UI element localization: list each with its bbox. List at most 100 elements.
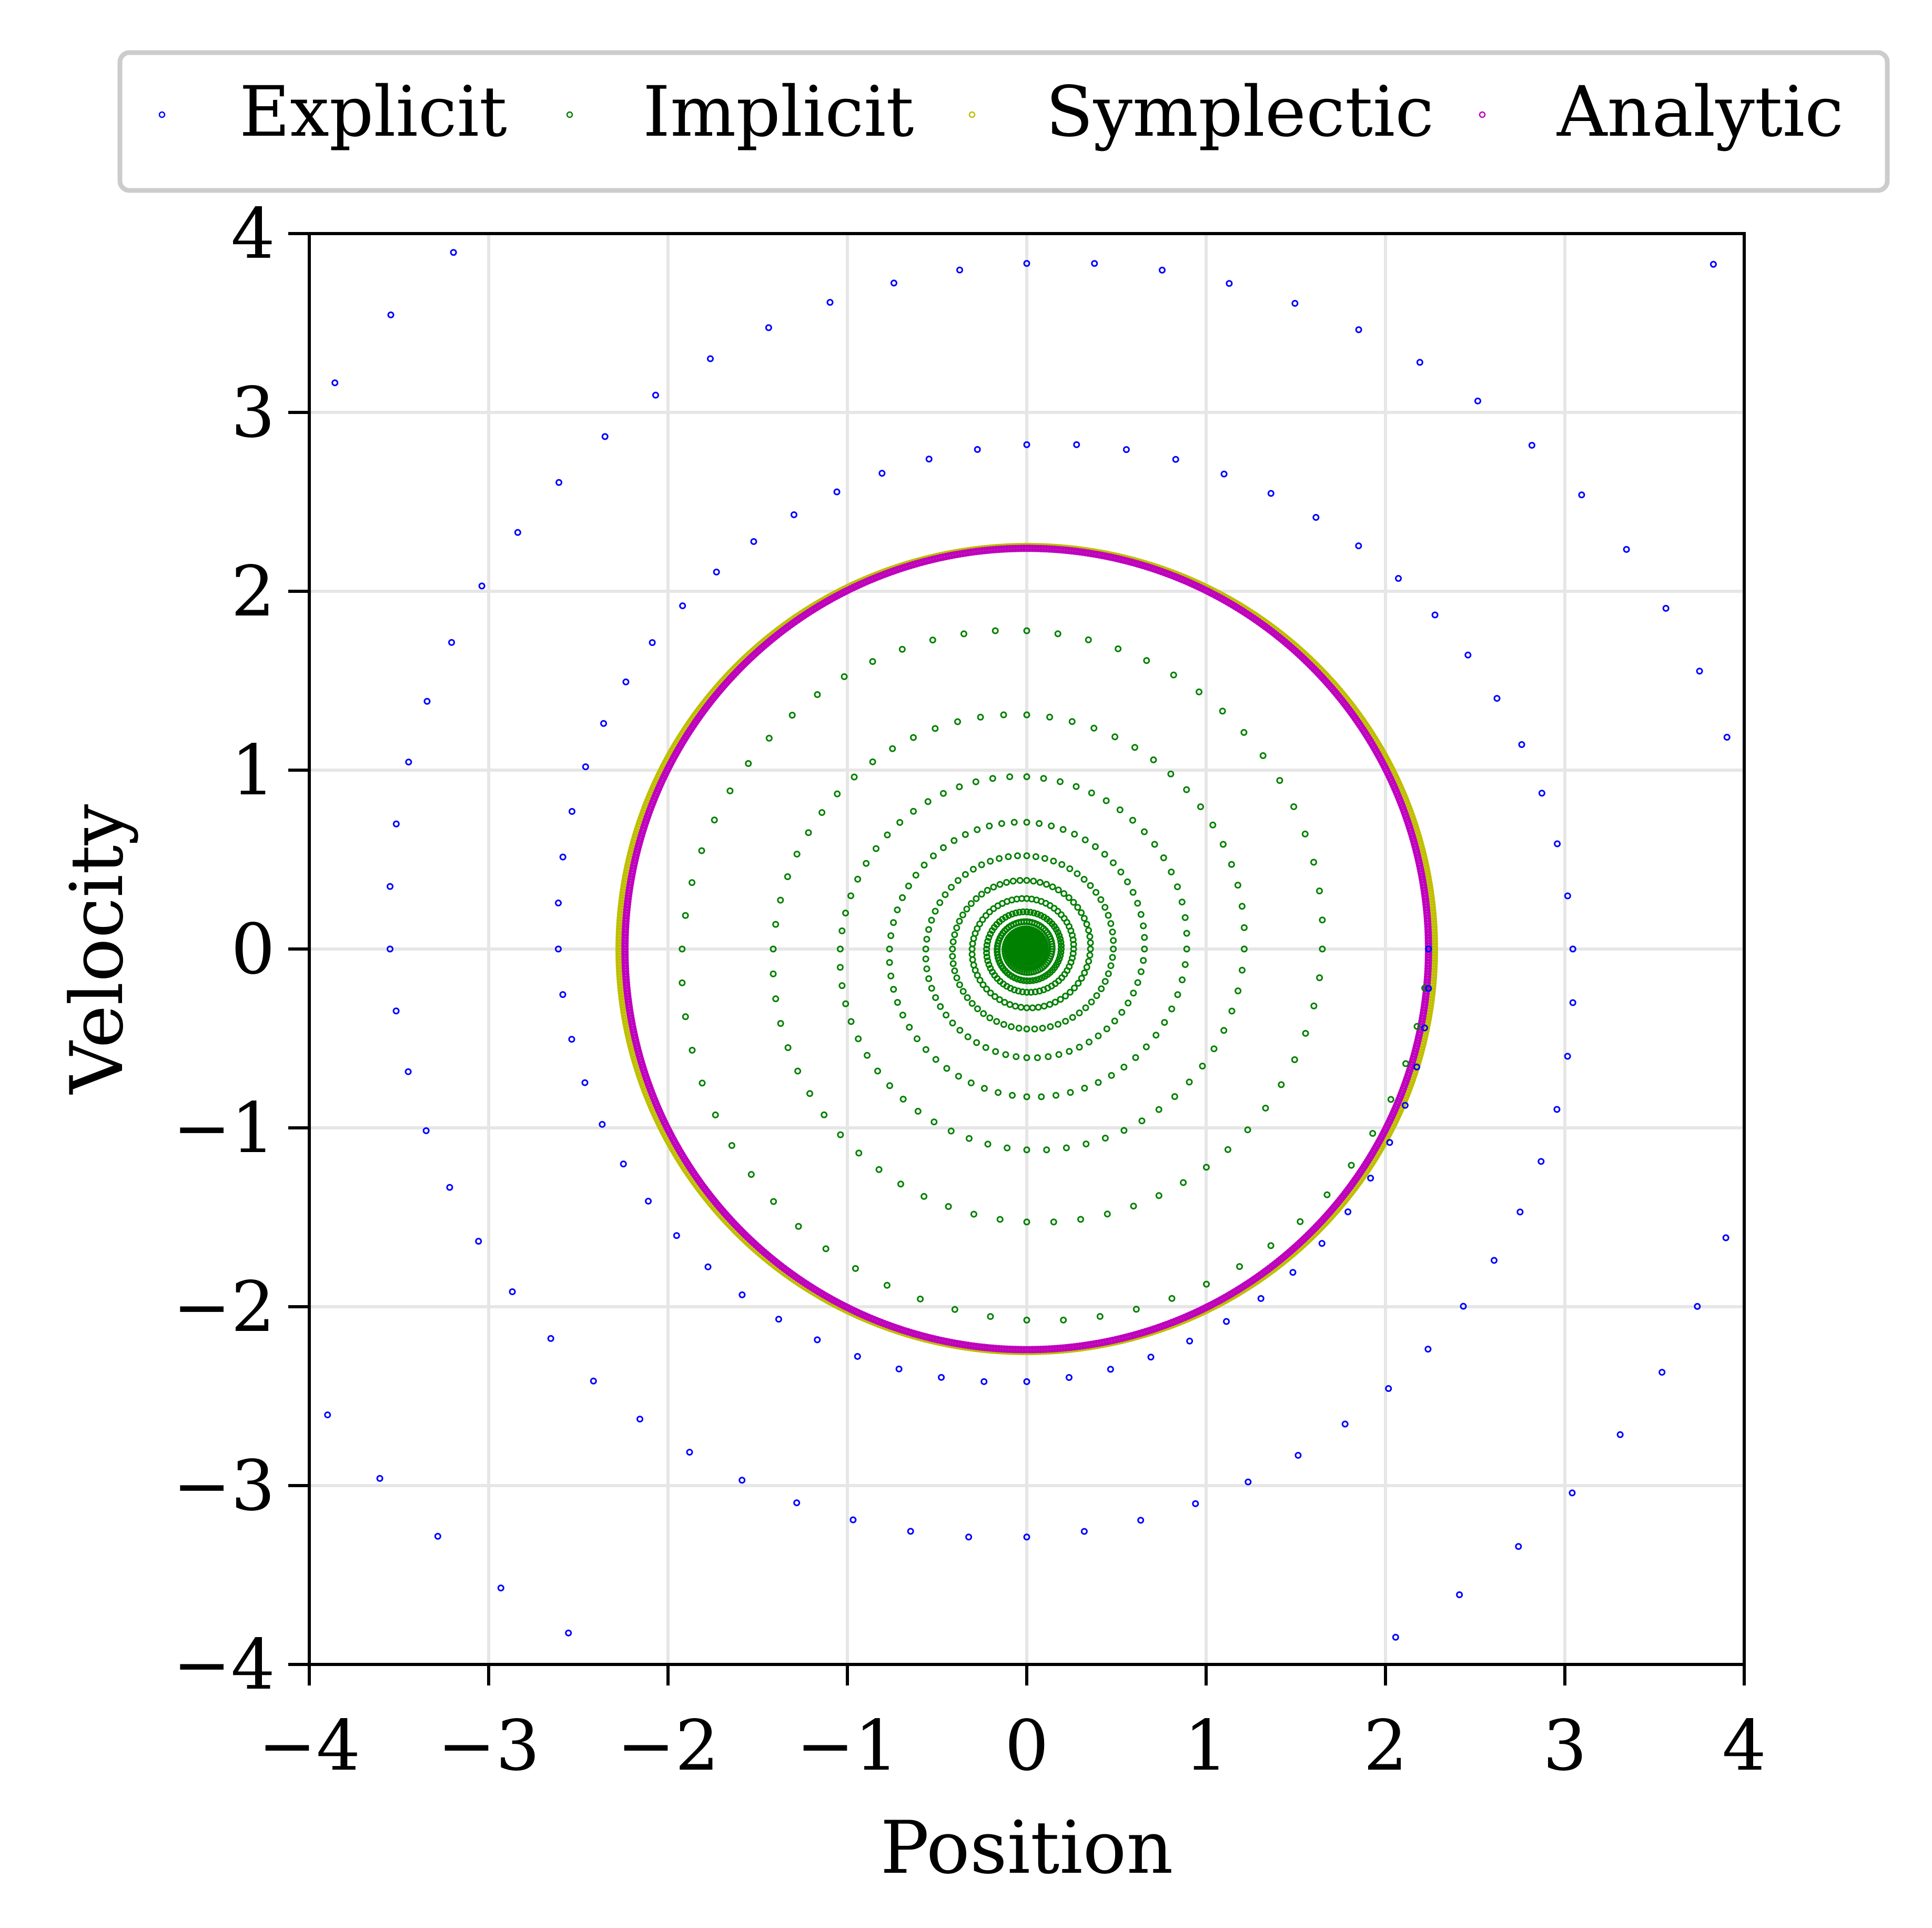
explicit-point — [599, 1121, 606, 1128]
explicit-point — [750, 538, 757, 545]
implicit-point — [955, 1073, 962, 1080]
implicit-point — [1036, 975, 1043, 983]
implicit-point — [899, 1012, 906, 1019]
implicit-point — [1034, 1054, 1041, 1062]
implicit-point — [987, 857, 994, 865]
implicit-point — [1019, 988, 1026, 995]
implicit-point — [1023, 1218, 1030, 1226]
implicit-point — [1039, 1025, 1046, 1032]
implicit-point — [1023, 1093, 1030, 1101]
implicit-point — [1137, 911, 1145, 918]
implicit-point — [932, 1056, 939, 1063]
explicit-point — [1220, 470, 1228, 478]
implicit-point — [972, 778, 979, 785]
implicit-point — [793, 851, 801, 858]
implicit-point — [1088, 789, 1095, 796]
explicit-point — [1554, 840, 1561, 847]
implicit-point — [1402, 1060, 1410, 1067]
implicit-point — [912, 872, 919, 879]
explicit-point — [600, 720, 608, 727]
implicit-point — [939, 844, 947, 851]
explicit-point — [1367, 1174, 1374, 1182]
explicit-point — [1172, 456, 1179, 463]
implicit-point — [1023, 773, 1030, 781]
implicit-point — [1004, 1144, 1011, 1152]
implicit-point — [1023, 945, 1030, 953]
implicit-point — [1027, 909, 1034, 916]
implicit-point — [925, 975, 933, 982]
explicit-point — [1578, 491, 1585, 499]
implicit-point — [923, 965, 930, 973]
implicit-point — [836, 964, 844, 971]
implicit-point — [1071, 984, 1078, 992]
implicit-point — [980, 1085, 988, 1092]
explicit-point — [1223, 1318, 1230, 1325]
explicit-point — [559, 991, 567, 998]
explicit-point — [405, 759, 412, 766]
implicit-point — [1069, 1014, 1076, 1021]
implicit-point — [1297, 1218, 1304, 1225]
implicit-point — [1107, 920, 1115, 927]
implicit-point — [937, 1003, 944, 1010]
implicit-point — [875, 1166, 883, 1173]
implicit-point — [1067, 1089, 1074, 1096]
implicit-point — [1130, 990, 1137, 997]
implicit-point — [1023, 1025, 1030, 1033]
implicit-point — [1219, 708, 1226, 715]
implicit-point — [1091, 843, 1099, 850]
implicit-point — [1129, 889, 1137, 896]
implicit-point — [962, 831, 969, 838]
implicit-point — [1109, 928, 1116, 936]
implicit-point — [1027, 988, 1035, 996]
explicit-point — [673, 1232, 680, 1239]
implicit-point — [679, 979, 686, 986]
implicit-point — [1111, 1017, 1118, 1025]
implicit-point — [772, 995, 780, 1003]
explicit-point — [1658, 1369, 1666, 1376]
implicit-point — [1238, 966, 1246, 974]
explicit-point — [1425, 985, 1432, 992]
implicit-point — [1054, 630, 1061, 638]
y-tick-label: −2 — [173, 1267, 275, 1348]
explicit-point — [1137, 1517, 1145, 1524]
implicit-point — [805, 829, 812, 836]
implicit-point — [1369, 1130, 1377, 1137]
implicit-point — [1140, 922, 1147, 930]
implicit-point — [991, 993, 998, 1000]
implicit-point — [986, 909, 993, 916]
legend-label-implicit: Implicit — [643, 72, 914, 153]
explicit-point — [509, 1288, 516, 1296]
implicit-point — [969, 865, 977, 873]
implicit-point — [1110, 937, 1117, 944]
implicit-point — [1080, 915, 1088, 922]
implicit-point — [1141, 934, 1148, 941]
explicit-point — [590, 1377, 597, 1385]
implicit-point — [1085, 957, 1093, 965]
implicit-point — [1150, 756, 1157, 763]
explicit-point — [1662, 604, 1670, 612]
implicit-point — [894, 906, 901, 914]
implicit-point — [1066, 1048, 1073, 1055]
implicit-point — [822, 1245, 830, 1253]
implicit-point — [1083, 1140, 1090, 1148]
implicit-point — [838, 982, 846, 990]
explicit-point — [1723, 733, 1731, 741]
implicit-point — [1087, 882, 1094, 889]
explicit-point — [1401, 1102, 1409, 1109]
explicit-point — [1386, 1139, 1393, 1146]
explicit-point — [1312, 514, 1320, 521]
implicit-point — [770, 945, 777, 953]
implicit-point — [1131, 744, 1138, 751]
implicit-point — [1228, 1007, 1236, 1015]
implicit-point — [1302, 1029, 1309, 1037]
explicit-point — [554, 945, 562, 953]
implicit-point — [1105, 912, 1112, 919]
implicit-point — [996, 996, 1003, 1003]
implicit-point — [1116, 806, 1124, 813]
explicit-point — [1553, 1106, 1561, 1113]
implicit-point — [1105, 970, 1112, 977]
implicit-point — [949, 1019, 956, 1027]
implicit-point — [1140, 957, 1147, 964]
implicit-point — [1056, 778, 1064, 785]
